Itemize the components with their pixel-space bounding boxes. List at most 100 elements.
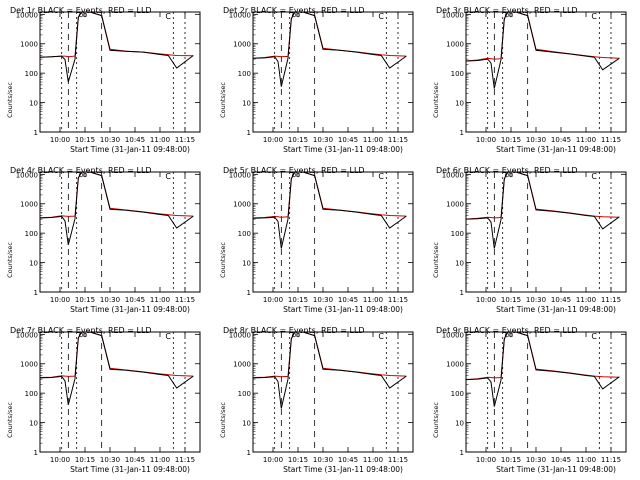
x-tick-label: 11:00 [576, 136, 596, 144]
x-axis-title: Start Time (31-Jan-11 09:48:00) [70, 465, 190, 474]
y-tick-label: 10 [242, 100, 251, 108]
y-tick-label: 10 [455, 420, 464, 428]
time-marker-label: C [378, 12, 384, 21]
y-axis-title: Counts/sec [432, 242, 440, 278]
y-tick-label: 100 [238, 390, 251, 398]
detector-panel: 1 10 100 1000 10000 10:00 10:15 10:30 10:45 11:00… [432, 6, 627, 154]
x-tick-label: 10:45 [338, 456, 358, 464]
x-tick-label: 11:00 [150, 136, 170, 144]
y-tick-label: 10 [455, 260, 464, 268]
plot-frame [39, 11, 201, 133]
peak-marker [504, 172, 510, 178]
detector-panel: 1 10 100 1000 10000 10:00 10:15 10:30 10:45 11:00… [219, 6, 414, 154]
x-tick-label: 11:15 [388, 456, 408, 464]
x-axis-title: Start Time (31-Jan-11 09:48:00) [496, 465, 616, 474]
peak-marker [508, 12, 514, 18]
y-tick-label: 10000 [229, 331, 251, 339]
plot-frame [465, 331, 627, 453]
x-tick-label: 11:00 [363, 456, 383, 464]
y-tick-label: 1 [460, 449, 464, 457]
y-tick-label: 1000 [233, 361, 251, 369]
x-tick-label: 10:15 [75, 136, 95, 144]
x-tick-label: 11:00 [150, 296, 170, 304]
x-tick-label: 11:00 [150, 456, 170, 464]
x-tick-label: 10:00 [263, 456, 283, 464]
y-tick-label: 1 [34, 449, 38, 457]
y-tick-label: 1 [247, 449, 251, 457]
y-axis-title: Counts/sec [6, 402, 14, 438]
y-tick-label: 10 [242, 420, 251, 428]
y-tick-label: 10 [242, 260, 251, 268]
x-axis-title: Start Time (31-Jan-11 09:48:00) [496, 145, 616, 154]
y-axis-title: Counts/sec [219, 242, 227, 278]
panel-title: Det 2r BLACK = Events, RED = LLD [223, 6, 365, 15]
time-marker-label: C [378, 332, 384, 341]
y-tick-label: 100 [25, 390, 38, 398]
time-marker-label: C [378, 172, 384, 181]
y-axis-title: Counts/sec [432, 82, 440, 118]
x-tick-label: 10:15 [288, 296, 308, 304]
x-tick-label: 10:15 [75, 456, 95, 464]
x-axis-title: Start Time (31-Jan-11 09:48:00) [283, 305, 403, 314]
events-series-line [465, 11, 620, 89]
x-tick-label: 10:30 [313, 296, 333, 304]
peak-marker [508, 172, 514, 178]
detector-panel: 1 10 100 1000 10000 10:00 10:15 10:30 10:45 11:00… [219, 326, 414, 474]
events-series-line [39, 171, 194, 246]
panel-title: Det 7r BLACK = Events, RED = LLD [10, 326, 152, 335]
y-tick-label: 10 [29, 100, 38, 108]
events-series-line [252, 171, 407, 249]
x-tick-label: 10:00 [263, 136, 283, 144]
y-axis-title: Counts/sec [6, 82, 14, 118]
y-tick-label: 10000 [229, 171, 251, 179]
x-tick-label: 10:30 [313, 136, 333, 144]
y-tick-label: 100 [451, 390, 464, 398]
panel-title: Det 1r BLACK = Events, RED = LLD [10, 6, 152, 15]
peak-marker [78, 332, 84, 338]
y-tick-label: 1000 [233, 201, 251, 209]
time-marker-label: C [591, 12, 597, 21]
y-tick-label: 10000 [16, 331, 38, 339]
y-tick-label: 10000 [229, 11, 251, 19]
x-tick-label: 11:00 [363, 136, 383, 144]
x-axis-title: Start Time (31-Jan-11 09:48:00) [70, 145, 190, 154]
y-tick-label: 100 [25, 70, 38, 78]
x-tick-label: 11:00 [576, 456, 596, 464]
x-tick-label: 11:15 [601, 136, 621, 144]
x-tick-label: 10:45 [125, 296, 145, 304]
x-tick-label: 11:15 [175, 136, 195, 144]
plot-frame [252, 11, 414, 133]
x-tick-label: 10:30 [100, 456, 120, 464]
peak-marker [504, 332, 510, 338]
y-axis-title: Counts/sec [219, 82, 227, 118]
x-tick-label: 10:00 [50, 296, 70, 304]
plot-frame [252, 171, 414, 293]
x-tick-label: 11:15 [388, 296, 408, 304]
plot-frame [39, 331, 201, 453]
time-marker-label: C [165, 332, 171, 341]
x-tick-label: 10:45 [338, 136, 358, 144]
time-marker-label: C [591, 172, 597, 181]
x-tick-label: 10:15 [75, 296, 95, 304]
x-tick-label: 10:30 [100, 296, 120, 304]
plot-frame [465, 171, 627, 293]
panel-title: Det 4r BLACK = Events, RED = LLD [10, 166, 152, 175]
x-tick-label: 10:00 [263, 296, 283, 304]
y-tick-label: 1000 [20, 361, 38, 369]
y-tick-label: 10000 [16, 11, 38, 19]
panel-title: Det 3r BLACK = Events, RED = LLD [436, 6, 578, 15]
y-tick-label: 1000 [233, 41, 251, 49]
y-tick-label: 100 [238, 230, 251, 238]
events-series-line [252, 331, 407, 409]
y-axis-title: Counts/sec [432, 402, 440, 438]
x-tick-label: 11:15 [601, 456, 621, 464]
peak-marker [291, 12, 297, 18]
y-tick-label: 10000 [16, 171, 38, 179]
x-tick-label: 11:00 [363, 296, 383, 304]
y-tick-label: 1000 [446, 41, 464, 49]
peak-marker [82, 332, 88, 338]
x-axis-title: Start Time (31-Jan-11 09:48:00) [70, 305, 190, 314]
x-tick-label: 10:15 [501, 136, 521, 144]
x-tick-label: 10:45 [551, 136, 571, 144]
y-tick-label: 100 [25, 230, 38, 238]
